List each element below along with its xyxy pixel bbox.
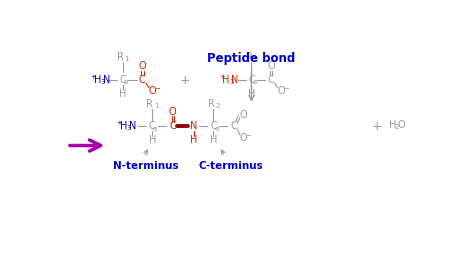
Text: O: O: [277, 86, 285, 96]
Text: H: H: [222, 75, 229, 85]
Text: R: R: [208, 99, 215, 109]
Text: C: C: [248, 75, 255, 85]
Text: C: C: [169, 121, 176, 131]
Text: +: +: [91, 74, 96, 80]
Text: O: O: [138, 61, 146, 71]
Text: N: N: [129, 121, 137, 131]
Text: 3: 3: [127, 125, 131, 131]
Text: O: O: [267, 61, 274, 71]
Text: H: H: [119, 89, 127, 99]
Text: N: N: [103, 75, 110, 85]
Text: H: H: [191, 135, 198, 145]
Text: +: +: [117, 120, 123, 126]
Text: 2: 2: [253, 56, 257, 62]
Text: Peptide bond: Peptide bond: [207, 52, 296, 65]
Text: 2: 2: [215, 103, 219, 109]
Text: R: R: [146, 99, 154, 109]
Text: C: C: [119, 75, 126, 85]
Text: R: R: [117, 52, 124, 62]
Text: C: C: [210, 121, 217, 131]
Text: O: O: [169, 107, 176, 117]
Text: 2: 2: [395, 124, 399, 130]
Text: N: N: [231, 75, 239, 85]
Text: H: H: [248, 89, 255, 99]
Text: C-terminus: C-terminus: [198, 161, 263, 171]
Text: C: C: [267, 75, 274, 85]
Text: 1: 1: [124, 56, 129, 62]
Text: C: C: [139, 75, 146, 85]
Text: α: α: [153, 125, 158, 132]
Text: 3: 3: [100, 79, 105, 85]
Text: +: +: [180, 74, 190, 87]
Text: −: −: [246, 133, 251, 139]
Text: α: α: [124, 79, 128, 85]
Text: −: −: [155, 86, 161, 92]
Text: H: H: [389, 120, 396, 130]
Text: 3: 3: [229, 79, 234, 85]
Text: −: −: [283, 86, 289, 92]
Text: N-terminus: N-terminus: [113, 161, 179, 171]
Text: H: H: [120, 121, 127, 131]
Text: N: N: [191, 121, 198, 131]
Text: O: O: [148, 86, 156, 96]
Text: H: H: [210, 135, 217, 145]
Text: H: H: [148, 135, 156, 145]
Text: α: α: [214, 125, 219, 132]
Text: R: R: [246, 52, 253, 62]
Text: +: +: [372, 120, 383, 133]
Text: C: C: [149, 121, 155, 131]
Text: O: O: [239, 110, 247, 120]
Text: O: O: [397, 120, 405, 130]
Text: O: O: [239, 133, 247, 143]
Text: C: C: [230, 121, 237, 131]
Text: α: α: [252, 79, 257, 85]
Text: 1: 1: [154, 103, 158, 109]
Text: H: H: [93, 75, 101, 85]
Text: +: +: [219, 74, 225, 80]
